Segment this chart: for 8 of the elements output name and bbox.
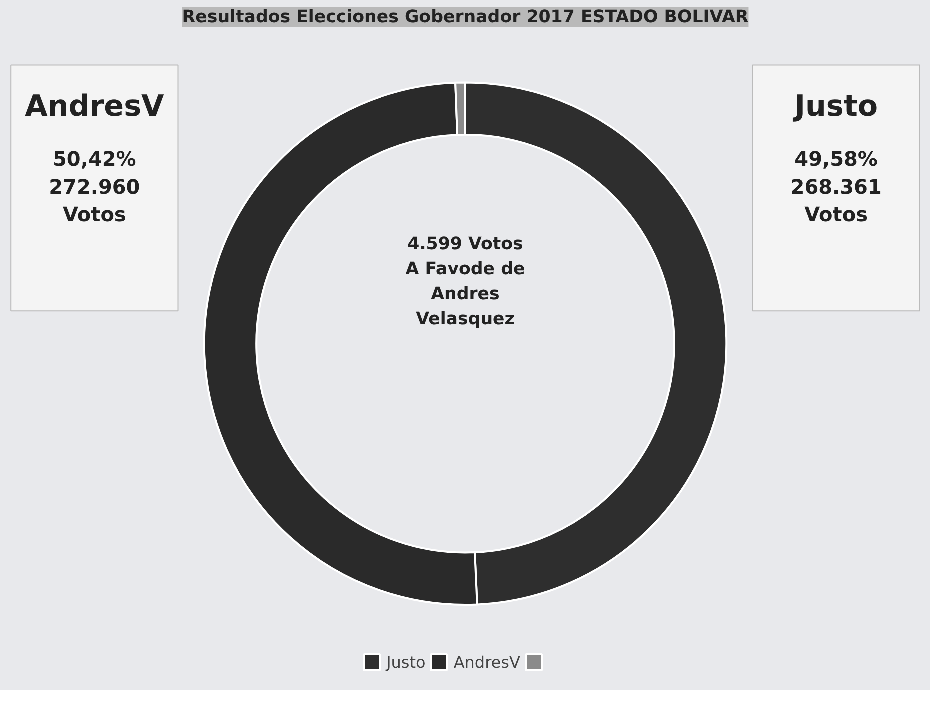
data-label: 50,42% 272.960 Votos (49, 147, 140, 226)
legend-label: AndresV (454, 652, 520, 672)
data-label: 49,58% 268.361 Votos (790, 147, 882, 226)
text: 4.599 Votos A Favode de Andres Velasquez (406, 234, 526, 330)
slice-label: Justo (792, 89, 878, 124)
chart-title: Resultados Elecciones Gobernador 2017 ESTADO BOLIVAR (182, 8, 749, 28)
legend-label: Justo (386, 652, 426, 672)
slice-label: AndresV (25, 89, 165, 124)
